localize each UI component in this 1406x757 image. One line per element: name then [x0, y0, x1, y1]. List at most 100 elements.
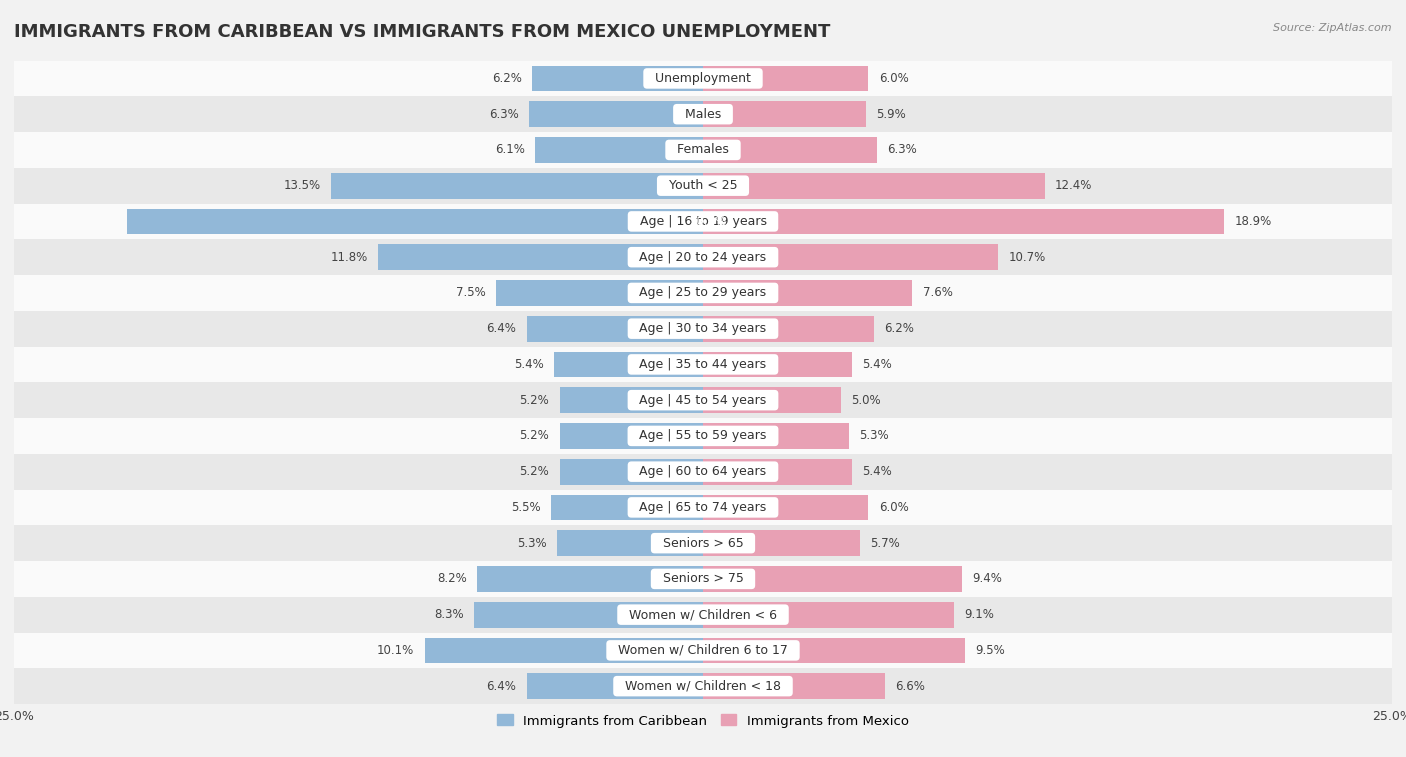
- Bar: [703, 137, 876, 163]
- Text: 6.2%: 6.2%: [492, 72, 522, 85]
- Text: 5.2%: 5.2%: [520, 394, 550, 407]
- Bar: [14, 311, 1392, 347]
- Text: Women w/ Children < 6: Women w/ Children < 6: [621, 608, 785, 621]
- Bar: [703, 66, 869, 92]
- Text: 6.3%: 6.3%: [489, 107, 519, 120]
- Bar: [560, 423, 703, 449]
- Bar: [703, 280, 912, 306]
- Text: 6.0%: 6.0%: [879, 72, 908, 85]
- Bar: [14, 61, 1392, 96]
- Bar: [560, 459, 703, 484]
- Bar: [14, 490, 1392, 525]
- Bar: [527, 316, 703, 341]
- Text: 7.5%: 7.5%: [456, 286, 486, 300]
- Bar: [14, 668, 1392, 704]
- Text: Age | 55 to 59 years: Age | 55 to 59 years: [631, 429, 775, 442]
- Bar: [527, 673, 703, 699]
- Text: 11.8%: 11.8%: [330, 251, 367, 263]
- Text: 9.1%: 9.1%: [965, 608, 994, 621]
- Text: IMMIGRANTS FROM CARIBBEAN VS IMMIGRANTS FROM MEXICO UNEMPLOYMENT: IMMIGRANTS FROM CARIBBEAN VS IMMIGRANTS …: [14, 23, 831, 41]
- Legend: Immigrants from Caribbean, Immigrants from Mexico: Immigrants from Caribbean, Immigrants fr…: [492, 709, 914, 733]
- Text: Seniors > 75: Seniors > 75: [655, 572, 751, 585]
- Bar: [14, 168, 1392, 204]
- Text: 10.7%: 10.7%: [1008, 251, 1046, 263]
- Text: 12.4%: 12.4%: [1054, 179, 1092, 192]
- Text: Age | 60 to 64 years: Age | 60 to 64 years: [631, 465, 775, 478]
- Text: Males: Males: [676, 107, 730, 120]
- Bar: [496, 280, 703, 306]
- Text: Age | 25 to 29 years: Age | 25 to 29 years: [631, 286, 775, 300]
- Bar: [560, 388, 703, 413]
- Bar: [703, 101, 866, 127]
- Bar: [703, 637, 965, 663]
- Text: 6.1%: 6.1%: [495, 143, 524, 157]
- Bar: [703, 566, 962, 592]
- Bar: [703, 494, 869, 520]
- Bar: [703, 673, 884, 699]
- Bar: [703, 351, 852, 377]
- Text: 5.0%: 5.0%: [851, 394, 880, 407]
- Text: 8.3%: 8.3%: [434, 608, 464, 621]
- Bar: [14, 525, 1392, 561]
- Bar: [425, 637, 703, 663]
- Text: 5.5%: 5.5%: [512, 501, 541, 514]
- Bar: [477, 566, 703, 592]
- Bar: [14, 418, 1392, 453]
- Text: 5.4%: 5.4%: [862, 358, 891, 371]
- Bar: [14, 204, 1392, 239]
- Bar: [127, 208, 703, 235]
- Bar: [703, 423, 849, 449]
- Bar: [534, 137, 703, 163]
- Bar: [703, 459, 852, 484]
- Text: 5.3%: 5.3%: [859, 429, 889, 442]
- Text: Source: ZipAtlas.com: Source: ZipAtlas.com: [1274, 23, 1392, 33]
- Bar: [703, 602, 953, 628]
- Text: Women w/ Children 6 to 17: Women w/ Children 6 to 17: [610, 644, 796, 657]
- Text: Age | 20 to 24 years: Age | 20 to 24 years: [631, 251, 775, 263]
- Bar: [551, 494, 703, 520]
- Text: 7.6%: 7.6%: [922, 286, 953, 300]
- Text: 5.4%: 5.4%: [515, 358, 544, 371]
- Bar: [703, 531, 860, 556]
- Bar: [14, 561, 1392, 597]
- Text: Youth < 25: Youth < 25: [661, 179, 745, 192]
- Bar: [14, 597, 1392, 633]
- Bar: [14, 96, 1392, 132]
- Bar: [14, 382, 1392, 418]
- Text: 5.2%: 5.2%: [520, 465, 550, 478]
- Bar: [14, 275, 1392, 311]
- Bar: [14, 347, 1392, 382]
- Text: 10.1%: 10.1%: [377, 644, 415, 657]
- Text: 5.9%: 5.9%: [876, 107, 905, 120]
- Text: 6.0%: 6.0%: [879, 501, 908, 514]
- Text: Age | 30 to 34 years: Age | 30 to 34 years: [631, 322, 775, 335]
- Text: 13.5%: 13.5%: [284, 179, 321, 192]
- Text: Unemployment: Unemployment: [647, 72, 759, 85]
- Bar: [557, 531, 703, 556]
- Text: Age | 16 to 19 years: Age | 16 to 19 years: [631, 215, 775, 228]
- Text: Age | 35 to 44 years: Age | 35 to 44 years: [631, 358, 775, 371]
- Bar: [14, 239, 1392, 275]
- Bar: [14, 132, 1392, 168]
- Bar: [703, 245, 998, 270]
- Text: 6.2%: 6.2%: [884, 322, 914, 335]
- Text: Women w/ Children < 18: Women w/ Children < 18: [617, 680, 789, 693]
- Bar: [703, 208, 1223, 235]
- Bar: [531, 66, 703, 92]
- Bar: [703, 173, 1045, 198]
- Text: Age | 65 to 74 years: Age | 65 to 74 years: [631, 501, 775, 514]
- Bar: [530, 101, 703, 127]
- Text: 6.6%: 6.6%: [896, 680, 925, 693]
- Text: 5.3%: 5.3%: [517, 537, 547, 550]
- Text: Females: Females: [669, 143, 737, 157]
- Text: Seniors > 65: Seniors > 65: [655, 537, 751, 550]
- Text: 6.3%: 6.3%: [887, 143, 917, 157]
- Bar: [554, 351, 703, 377]
- Text: 18.9%: 18.9%: [1234, 215, 1271, 228]
- Text: 5.2%: 5.2%: [520, 429, 550, 442]
- Bar: [14, 453, 1392, 490]
- Text: 20.9%: 20.9%: [689, 215, 727, 228]
- Text: Age | 45 to 54 years: Age | 45 to 54 years: [631, 394, 775, 407]
- Bar: [703, 316, 875, 341]
- Bar: [378, 245, 703, 270]
